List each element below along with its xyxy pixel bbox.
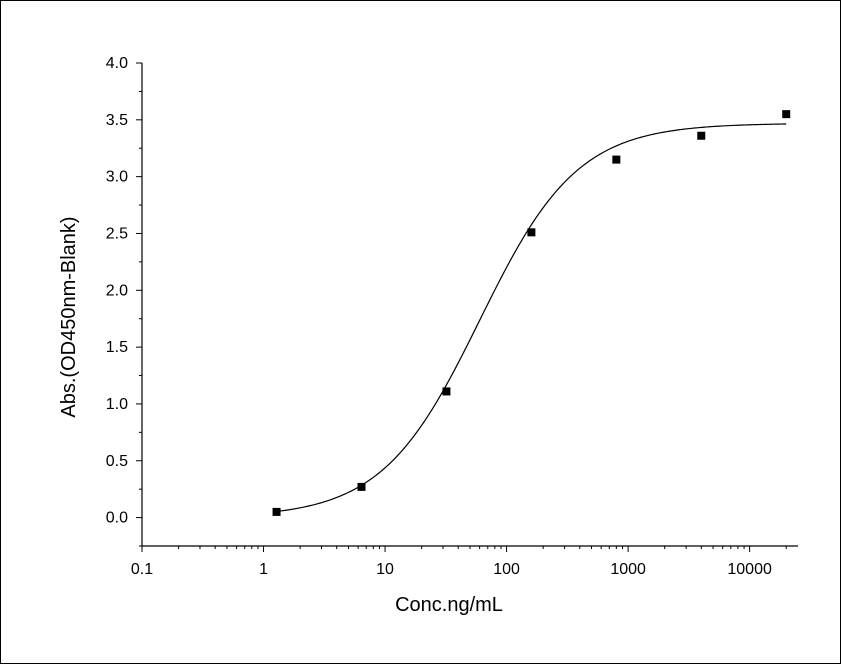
fit-curve-group (276, 123, 787, 513)
x-tick-label: 1 (259, 561, 268, 578)
y-tick-label: 3.0 (106, 169, 128, 186)
y-tick-label: 4.0 (106, 55, 128, 72)
ticks: 0.0 0.5 1.0 1.5 2.0 2.5 3.0 3.5 4.0 0.1 1 10 100 1000… (106, 55, 787, 578)
y-axis-title: Abs.(OD450nm-Blank) (58, 216, 80, 417)
data-point (357, 482, 366, 491)
x-tick-label: 10000 (727, 561, 772, 578)
y-tick-label: 2.5 (106, 225, 128, 242)
x-tick-label: 10 (376, 561, 394, 578)
x-tick-label: 0.1 (131, 561, 153, 578)
y-tick-label: 1.5 (106, 339, 128, 356)
y-tick-label: 0.0 (106, 510, 128, 527)
y-tick-label: 3.5 (106, 112, 128, 129)
data-point (782, 110, 791, 119)
data-point (442, 387, 451, 396)
y-tick-label: 0.5 (106, 453, 128, 470)
y-tick-label: 1.0 (106, 396, 128, 413)
data-point (527, 228, 536, 237)
data-point (697, 131, 706, 140)
data-point (612, 155, 621, 164)
x-tick-label: 1000 (610, 561, 646, 578)
x-axis-title: Conc.ng/mL (395, 594, 503, 616)
data-points (272, 110, 791, 516)
fit-curve (276, 123, 787, 513)
data-point (272, 507, 281, 516)
y-tick-label: 2.0 (106, 282, 128, 299)
x-tick-label: 100 (493, 561, 520, 578)
